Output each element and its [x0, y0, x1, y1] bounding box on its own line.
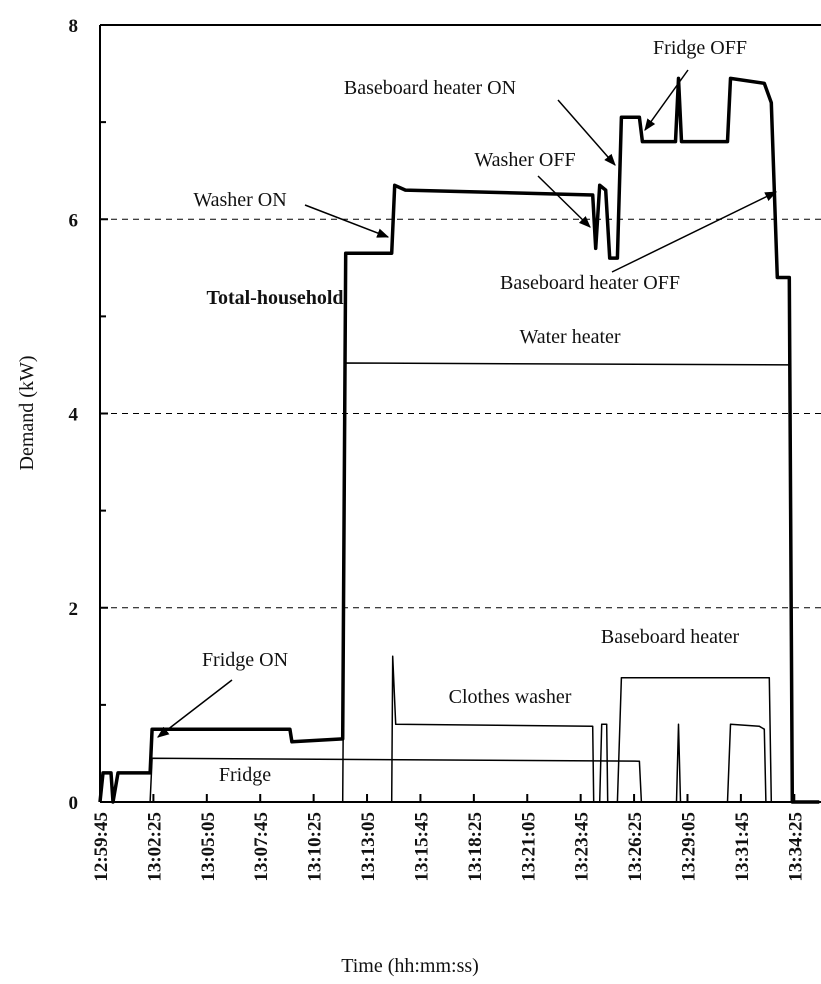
annotation-arrow	[611, 191, 778, 273]
x-tick-label: 13:02:25	[144, 812, 165, 882]
series-line	[341, 362, 794, 803]
x-tick-label: 13:26:25	[625, 812, 646, 882]
x-axis-label: Time (hh:mm:ss)	[341, 955, 479, 977]
series-label: Fridge	[219, 764, 271, 786]
x-tick-label: 13:29:05	[678, 812, 699, 882]
series-label: Water heater	[519, 326, 620, 348]
series-label: Total-household	[206, 287, 343, 309]
x-tick-label: 13:34:25	[785, 812, 806, 882]
annotation-arrow	[304, 204, 390, 238]
x-tick-label: 13:10:25	[305, 812, 326, 882]
y-tick-label: 0	[69, 793, 79, 814]
series-label: Clothes washer	[449, 686, 572, 708]
x-tick-label: 13:23:45	[572, 812, 593, 882]
x-tick-label: 13:21:05	[518, 812, 539, 882]
annotation-arrow	[644, 69, 689, 131]
annotation-arrow	[157, 679, 233, 738]
x-tick-label: 13:07:45	[251, 812, 272, 882]
annotation: Baseboard heater ON	[344, 77, 516, 99]
annotation: Fridge ON	[202, 649, 288, 671]
series-line	[98, 76, 820, 804]
series-line	[616, 676, 773, 803]
y-tick-label: 4	[69, 405, 79, 426]
annotation: Baseboard heater OFF	[500, 272, 680, 294]
annotation-arrow	[537, 175, 591, 228]
x-tick-label: 13:13:05	[358, 812, 379, 882]
y-axis-label: Demand (kW)	[16, 356, 38, 471]
series-label: Baseboard heater	[601, 626, 740, 648]
annotation: Washer ON	[193, 189, 286, 211]
x-tick-label: 13:31:45	[732, 812, 753, 882]
x-tick-label: 13:15:45	[411, 812, 432, 882]
annotation: Washer OFF	[474, 149, 575, 171]
series-line	[390, 655, 767, 803]
annotation: Fridge OFF	[653, 37, 747, 59]
y-tick-label: 2	[69, 599, 79, 620]
series-line	[149, 757, 643, 803]
x-tick-label: 13:05:05	[198, 812, 219, 882]
annotation-arrow	[557, 99, 616, 166]
y-tick-label: 8	[69, 16, 79, 37]
x-tick-label: 12:59:45	[91, 812, 112, 882]
x-tick-label: 13:18:25	[465, 812, 486, 882]
y-tick-label: 6	[69, 210, 79, 231]
